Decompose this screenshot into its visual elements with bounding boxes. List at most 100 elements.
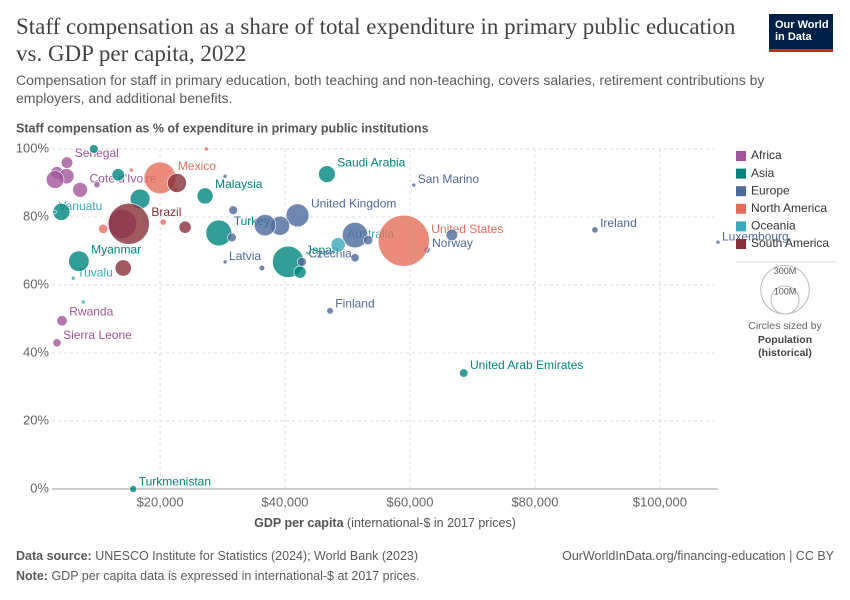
y-tick-label: 100% [16, 140, 50, 155]
bubble [178, 220, 192, 234]
point-label: Senegal [75, 146, 119, 160]
size-legend-measure: Population (historical) [758, 334, 812, 359]
size-legend-label: 300M [774, 266, 797, 276]
bubble [52, 338, 62, 348]
bubble [297, 257, 307, 267]
note: GDP per capita data is expressed in inte… [51, 569, 420, 583]
bubble [326, 307, 334, 315]
bubble [228, 205, 238, 215]
chart-title: Staff compensation as a share of total e… [16, 14, 736, 66]
bubble [98, 223, 109, 234]
bubble [111, 168, 125, 182]
bubble [56, 315, 68, 327]
bubble [129, 167, 134, 173]
x-tick-label: $40,000 [262, 494, 309, 509]
point-label: United Kingdom [311, 196, 396, 210]
bubble [72, 182, 88, 198]
bubble [52, 209, 57, 215]
point-label: Saudi Arabia [337, 155, 405, 169]
bubble [89, 144, 99, 154]
bubble [204, 146, 209, 152]
y-tick-label: 0% [30, 480, 49, 495]
bubble [258, 264, 266, 272]
bubble [350, 253, 360, 263]
bubble [222, 173, 228, 179]
bubble [377, 214, 430, 267]
point-label: Norway [432, 236, 473, 250]
point-label: Mexico [178, 159, 216, 173]
legend-label: North America [751, 201, 827, 215]
point-label: Brazil [151, 205, 181, 219]
point-label: Latvia [229, 249, 261, 263]
point-label: Sierra Leone [63, 328, 132, 342]
legend-label: Africa [751, 148, 782, 162]
x-tick-label: $60,000 [386, 494, 433, 509]
point-label: Ireland [600, 216, 637, 230]
size-legend-title: Circles sized by [748, 320, 822, 332]
point-label: Myanmar [91, 242, 141, 256]
x-tick-label: $20,000 [137, 494, 184, 509]
y-tick-label: 40% [23, 344, 49, 359]
bubble [341, 221, 369, 249]
x-axis-note: (international-$ in 2017 prices) [347, 516, 516, 530]
bubble [93, 181, 101, 189]
y-tick-label: 20% [23, 412, 49, 427]
legend-swatch [736, 239, 746, 249]
legend-label: South America [751, 236, 829, 250]
bubble [80, 299, 86, 305]
bubble [70, 275, 76, 281]
size-legend-measure-line: (historical) [758, 347, 812, 359]
bubble [411, 182, 417, 188]
bubble [60, 156, 74, 169]
bubble [205, 219, 233, 247]
legend-swatch [736, 221, 746, 232]
point-label: United Arab Emirates [470, 358, 583, 372]
y-tick-label: 60% [23, 276, 49, 291]
legend-label: Oceania [751, 219, 796, 233]
bubble [363, 235, 374, 246]
legend-label: Europe [751, 183, 790, 197]
bubble [253, 214, 277, 237]
legend-swatch [736, 151, 746, 161]
point-label: Turkmenistan [139, 475, 211, 489]
bubble [330, 237, 346, 253]
y-tick-label: 80% [23, 208, 49, 223]
x-tick-label: $100,000 [633, 494, 687, 509]
legend-swatch [736, 203, 746, 214]
source-label: Data source: [16, 549, 92, 563]
legend-label: Asia [751, 166, 775, 180]
source-line: Data source: UNESCO Institute for Statis… [16, 549, 418, 563]
bubble [167, 173, 187, 193]
bubble [293, 265, 307, 279]
bubble [108, 202, 150, 245]
size-legend-label: 100M [774, 286, 797, 296]
bubble [591, 226, 599, 234]
bubble [445, 228, 458, 242]
size-legend-measure-line: Population [758, 334, 812, 346]
bubble [285, 203, 310, 228]
note-line: Note: GDP per capita data is expressed i… [16, 569, 419, 583]
url[interactable]: OurWorldInData.org/financing-education |… [562, 549, 834, 563]
point-label: United States [431, 222, 503, 236]
size-legend-circle [770, 285, 800, 315]
legend-swatch [736, 168, 746, 179]
x-axis-label: GDP per capita (international-$ in 2017 … [254, 516, 516, 530]
point-label: Finland [335, 297, 374, 311]
point-label: San Marino [418, 172, 480, 186]
chart-subtitle: Compensation for staff in primary educat… [16, 72, 765, 106]
note-label: Note: [16, 569, 48, 583]
point-label: Czechia [308, 247, 352, 261]
bubble [45, 170, 65, 189]
logo[interactable]: Our World in Data [769, 14, 833, 52]
bubble [129, 485, 138, 493]
bubble [715, 239, 721, 245]
bubble [159, 218, 167, 226]
point-label: Malaysia [215, 177, 263, 191]
y-axis-label: Staff compensation as % of expenditure i… [16, 121, 429, 135]
bubble [222, 259, 228, 265]
bubble [318, 165, 336, 183]
bubble [459, 368, 469, 378]
